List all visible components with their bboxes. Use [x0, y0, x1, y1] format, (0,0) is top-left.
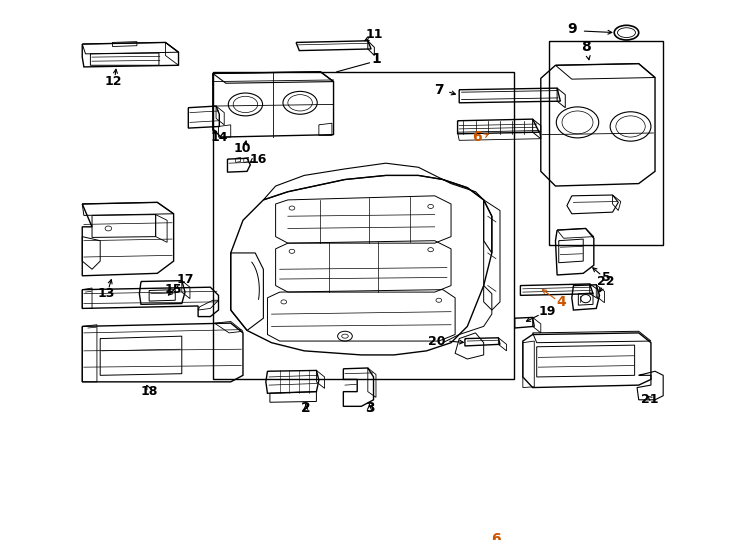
- Text: 3: 3: [365, 401, 374, 415]
- Text: 18: 18: [140, 385, 158, 398]
- Text: 15: 15: [165, 283, 182, 296]
- Text: 19: 19: [539, 305, 556, 318]
- Text: 22: 22: [597, 275, 615, 288]
- Text: 17: 17: [176, 273, 194, 286]
- Text: 12: 12: [104, 75, 122, 88]
- Text: 14: 14: [211, 131, 228, 144]
- Text: 8: 8: [581, 40, 592, 55]
- Text: 10: 10: [233, 142, 251, 155]
- Text: 7: 7: [434, 83, 443, 97]
- Text: 13: 13: [98, 287, 115, 300]
- Text: 20: 20: [428, 335, 445, 348]
- Text: 1: 1: [371, 52, 381, 66]
- Text: 4: 4: [556, 295, 566, 309]
- Text: 6: 6: [473, 130, 482, 144]
- Text: 11: 11: [366, 28, 383, 40]
- Text: 16: 16: [250, 153, 267, 166]
- Text: 5: 5: [602, 271, 611, 284]
- Text: 6: 6: [491, 531, 501, 540]
- Text: 9: 9: [567, 22, 577, 36]
- Text: 2: 2: [301, 401, 310, 415]
- Text: 21: 21: [642, 393, 659, 406]
